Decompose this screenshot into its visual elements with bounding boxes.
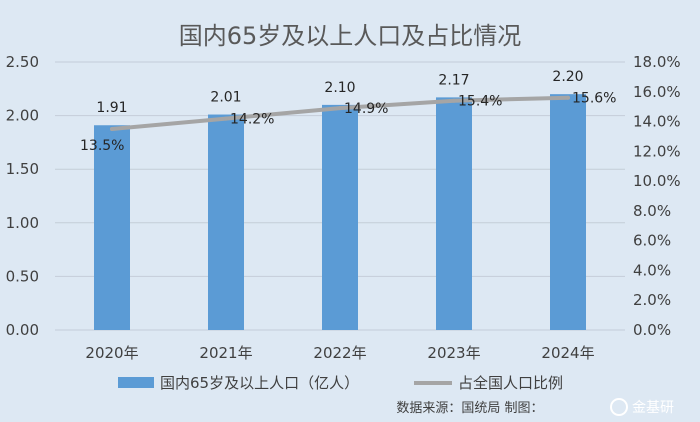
y-left-tick-label: 0.50 bbox=[6, 267, 39, 285]
x-tick-label: 2024年 bbox=[541, 344, 594, 362]
bar-value-label: 1.91 bbox=[96, 100, 127, 116]
bar-value-label: 2.20 bbox=[552, 69, 583, 85]
y-right-tick-label: 10.0% bbox=[633, 172, 681, 190]
y-right-tick-label: 2.0% bbox=[633, 291, 671, 309]
source-note: 数据来源：国统局 制图： bbox=[396, 401, 543, 416]
line-point bbox=[338, 106, 342, 111]
y-right-tick-label: 4.0% bbox=[633, 261, 671, 279]
axes: 0.00 0.50 1.00 1.50 2.00 2.50 0.0% 2.0% 4.0% 6.0%… bbox=[6, 53, 681, 362]
legend: 国内65岁及以上人口（亿人） 占全国人口比例 bbox=[118, 374, 563, 392]
line-value-label: 14.2% bbox=[230, 112, 274, 128]
x-tick-label: 2020年 bbox=[85, 344, 138, 362]
y-left-tick-label: 1.00 bbox=[6, 214, 39, 232]
y-right-tick-label: 14.0% bbox=[633, 113, 681, 131]
watermark-logo bbox=[610, 398, 628, 416]
y-right-tick-label: 8.0% bbox=[633, 202, 671, 220]
bar-value-label: 2.10 bbox=[324, 80, 355, 96]
bar bbox=[94, 125, 130, 330]
bar-value-label: 2.01 bbox=[210, 90, 241, 106]
y-left-tick-label: 2.50 bbox=[6, 53, 39, 71]
line-point bbox=[452, 98, 456, 103]
y-left-tick-label: 2.00 bbox=[6, 107, 39, 125]
bar bbox=[550, 94, 586, 330]
y-right-tick-label: 6.0% bbox=[633, 232, 671, 250]
line-value-label: 15.6% bbox=[572, 91, 616, 107]
line-value-label: 13.5% bbox=[80, 138, 124, 154]
line-point bbox=[566, 95, 570, 100]
watermark-text: 金基研 bbox=[632, 399, 674, 416]
x-tick-label: 2023年 bbox=[427, 344, 480, 362]
legend-swatch-bar bbox=[118, 377, 154, 388]
line-point bbox=[110, 127, 114, 131]
y-right-tick-label: 0.0% bbox=[633, 321, 671, 339]
x-tick-label: 2022年 bbox=[313, 344, 366, 362]
line-value-label: 14.9% bbox=[344, 101, 388, 117]
y-right-tick-label: 12.0% bbox=[633, 142, 681, 160]
bar bbox=[208, 114, 244, 330]
bar-value-label: 2.17 bbox=[438, 72, 469, 88]
line-series bbox=[110, 95, 570, 131]
line-value-label: 15.4% bbox=[458, 94, 502, 110]
legend-label-bar: 国内65岁及以上人口（亿人） bbox=[160, 374, 359, 392]
y-right-tick-label: 18.0% bbox=[633, 53, 681, 71]
chart-title: 国内65岁及以上人口及占比情况 bbox=[179, 22, 522, 50]
data-labels: 1.91 2.01 2.10 2.17 2.20 13.5% 14.2% 14.9% 15.4%… bbox=[80, 69, 616, 154]
watermark: 金基研 bbox=[610, 398, 674, 416]
bar bbox=[436, 97, 472, 330]
legend-label-line: 占全国人口比例 bbox=[458, 374, 563, 392]
y-left-tick-label: 1.50 bbox=[6, 160, 39, 178]
y-right-tick-label: 16.0% bbox=[633, 83, 681, 101]
y-left-tick-label: 0.00 bbox=[6, 321, 39, 339]
x-tick-label: 2021年 bbox=[199, 344, 252, 362]
line-point bbox=[224, 116, 228, 121]
bar-series bbox=[94, 94, 586, 330]
bar bbox=[322, 104, 358, 330]
